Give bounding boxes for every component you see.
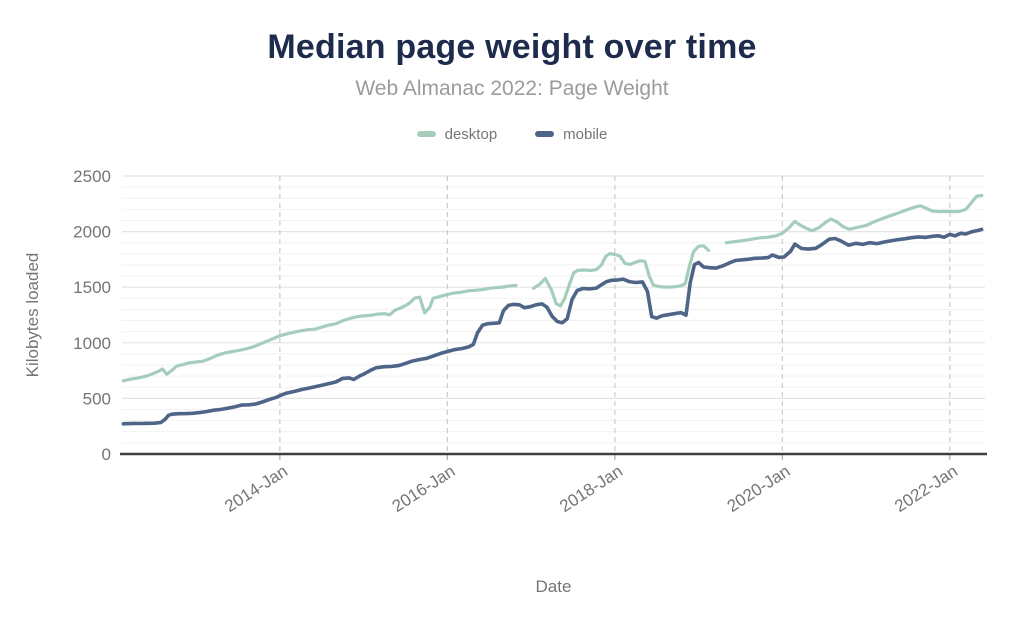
chart-subtitle: Web Almanac 2022: Page Weight	[355, 77, 669, 100]
x-tick-label: 2016-Jan	[389, 461, 459, 516]
y-tick-label: 1000	[73, 334, 111, 353]
legend-swatch-mobile	[535, 131, 555, 137]
y-tick-label: 2500	[73, 167, 111, 186]
legend-swatch-desktop	[416, 131, 436, 137]
legend: desktop mobile	[0, 124, 1024, 144]
series-desktop-line	[532, 244, 711, 308]
y-tick-label: 0	[102, 445, 111, 464]
series-desktop-line	[121, 283, 518, 383]
x-tick-label: 2022-Jan	[891, 461, 961, 516]
y-axis-title: Kilobytes loaded	[23, 253, 42, 378]
x-tick-label: 2014-Jan	[221, 461, 291, 516]
legend-label-desktop: desktop	[444, 125, 498, 143]
legend-label-mobile: mobile	[563, 125, 608, 143]
y-tick-label: 1500	[73, 278, 111, 297]
x-tick-label: 2020-Jan	[724, 461, 794, 516]
series-desktop-line	[724, 193, 984, 245]
y-tick-label: 500	[83, 389, 111, 408]
x-axis-title: Date	[536, 577, 572, 596]
chart-title: Median page weight over time	[267, 28, 757, 66]
legend-item-mobile[interactable]: mobile	[535, 126, 607, 143]
legend-item-desktop[interactable]: desktop	[416, 125, 498, 143]
series-mobile-line	[121, 227, 984, 426]
y-tick-label: 2000	[73, 223, 111, 242]
x-tick-label: 2018-Jan	[556, 461, 626, 516]
